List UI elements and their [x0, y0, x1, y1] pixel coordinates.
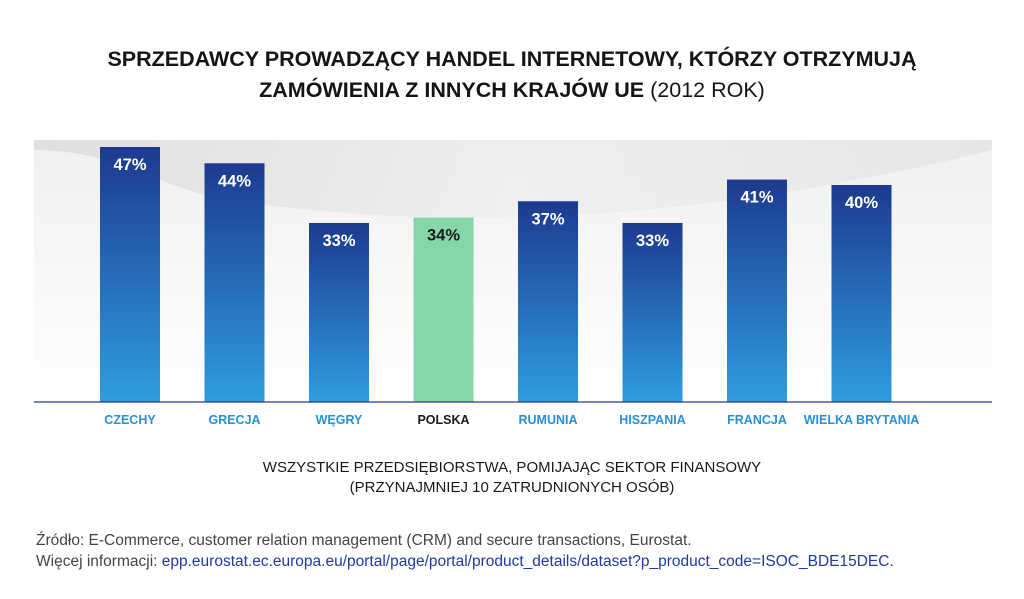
- chart-subtitle: WSZYSTKIE PRZEDSIĘBIORSTWA, POMIJAJĄC SE…: [0, 458, 1024, 498]
- value-label: 37%: [531, 210, 564, 228]
- value-label: 41%: [740, 189, 773, 207]
- x-tick-label: CZECHY: [104, 413, 156, 427]
- subtitle-line1: WSZYSTKIE PRZEDSIĘBIORSTWA, POMIJAJĄC SE…: [262, 459, 762, 476]
- more-info-line: Więcej informacji: epp.eurostat.ec.europ…: [36, 551, 894, 572]
- bar-francja: [727, 179, 787, 402]
- value-label: 34%: [427, 227, 460, 245]
- chart-title: SPRZEDAWCY PROWADZĄCY HANDEL INTERNETOWY…: [0, 44, 1024, 106]
- value-label: 44%: [218, 172, 251, 190]
- chart-title-line2: ZAMÓWIENIA Z INNYCH KRAJÓW UE (2012 ROK): [259, 78, 765, 102]
- value-label: 33%: [322, 232, 355, 250]
- bar-węgry: [309, 222, 369, 402]
- x-tick-label: RUMUNIA: [518, 413, 577, 427]
- value-label: 47%: [113, 156, 146, 174]
- more-info-period: .: [889, 553, 894, 570]
- x-tick-label: GRECJA: [208, 413, 260, 427]
- bar-czechy: [100, 147, 160, 402]
- chart-title-year: (2012 ROK): [650, 78, 765, 102]
- bar-hiszpania: [622, 222, 683, 402]
- source-note: Źródło: E-Commerce, customer relation ma…: [36, 530, 894, 572]
- value-label: 33%: [636, 232, 669, 250]
- more-info-label: Więcej informacji:: [36, 553, 162, 570]
- x-tick-label: HISZPANIA: [619, 413, 685, 427]
- source-line: Źródło: E-Commerce, customer relation ma…: [36, 532, 692, 549]
- bar-grecja: [204, 163, 265, 402]
- chart-title-line1: SPRZEDAWCY PROWADZĄCY HANDEL INTERNETOWY…: [107, 47, 917, 71]
- value-label: 40%: [845, 194, 878, 212]
- bar-polska: [413, 217, 474, 402]
- bar-wielka-brytania: [831, 184, 892, 402]
- x-axis-labels: CZECHY GRECJA WĘGRY POLSKA RUMUNIA HISZPANIA F…: [104, 413, 919, 427]
- x-tick-label: WĘGRY: [316, 413, 363, 427]
- x-tick-label: POLSKA: [417, 413, 469, 427]
- subtitle-line2: (PRZYNAJMNIEJ 10 ZATRUDNIONYCH OSÓB): [349, 479, 675, 496]
- x-tick-label: WIELKA BRYTANIA: [804, 413, 920, 427]
- eurostat-link[interactable]: epp.eurostat.ec.europa.eu/portal/page/po…: [161, 553, 890, 570]
- x-tick-label: FRANCJA: [727, 413, 787, 427]
- bars-group: 47% 44% 33% 34% 37% 33% 41% 40%: [100, 147, 892, 402]
- bar-rumunia: [518, 201, 578, 402]
- background-swoosh: [34, 140, 992, 218]
